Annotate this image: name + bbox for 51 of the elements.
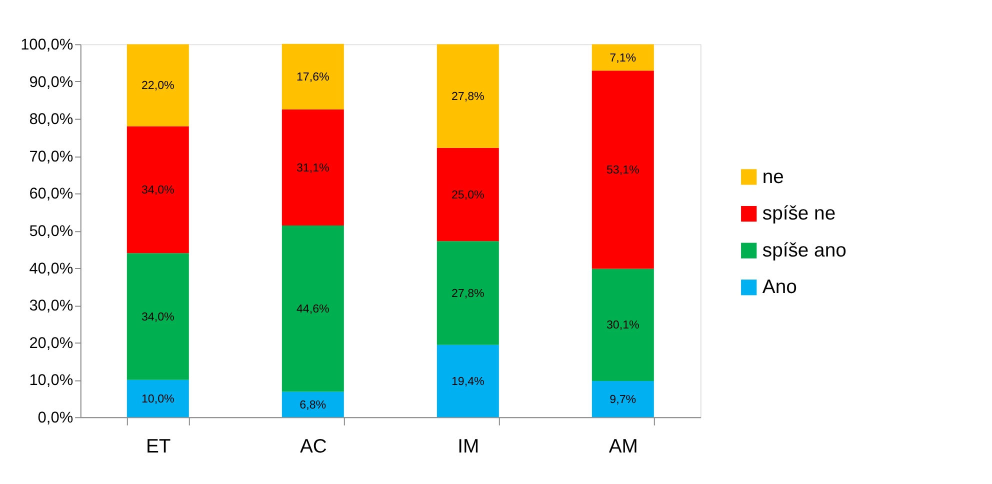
x-tick-label: IM xyxy=(458,436,480,458)
y-tick-label: 20,0% xyxy=(29,334,74,352)
legend-label: ne xyxy=(762,166,784,188)
data-label: 53,1% xyxy=(606,164,640,177)
bar xyxy=(592,268,654,381)
y-tick-label: 10,0% xyxy=(29,372,74,390)
data-label: 10,0% xyxy=(141,392,174,406)
data-label: 17,6% xyxy=(296,70,330,84)
bar xyxy=(126,44,189,126)
data-label: 31,1% xyxy=(296,161,330,174)
bar xyxy=(436,344,499,418)
bar xyxy=(592,70,654,269)
data-label: 19,4% xyxy=(451,374,484,388)
data-label: 34,0% xyxy=(141,310,174,324)
legend-label: spíše ano xyxy=(762,239,846,262)
data-label: 34,0% xyxy=(141,184,174,197)
bar xyxy=(126,126,189,254)
bar xyxy=(126,380,189,418)
y-tick-label: 30,0% xyxy=(29,298,74,315)
bar xyxy=(436,241,499,345)
bar xyxy=(436,148,499,242)
data-label: 7,1% xyxy=(610,51,636,64)
bar xyxy=(282,392,344,418)
x-tick-label: AC xyxy=(300,436,327,458)
legend-label: Ano xyxy=(762,276,797,298)
data-label: 25,0% xyxy=(451,188,484,202)
data-label: 9,7% xyxy=(610,392,636,406)
y-tick-label: 80,0% xyxy=(29,111,74,128)
data-label: 27,8% xyxy=(451,286,484,300)
bar xyxy=(592,44,654,71)
data-label: 30,1% xyxy=(606,318,640,332)
legend-label: spíše ne xyxy=(762,202,836,225)
y-tick-label: 0,0% xyxy=(38,410,74,426)
y-tick-label: 50,0% xyxy=(29,223,74,240)
y-tick-label: 60,0% xyxy=(29,186,74,203)
data-label: 22,0% xyxy=(141,79,174,92)
x-tick-label: AM xyxy=(608,436,638,458)
data-label: 44,6% xyxy=(296,302,330,316)
data-label: 27,8% xyxy=(451,90,484,103)
bar xyxy=(282,44,344,110)
bar xyxy=(436,44,499,148)
bar xyxy=(592,380,654,418)
bar xyxy=(282,225,344,392)
bar xyxy=(282,109,344,226)
bar xyxy=(126,253,189,380)
x-tick-label: ET xyxy=(146,436,171,458)
data-label: 6,8% xyxy=(300,398,326,412)
y-tick-label: 40,0% xyxy=(29,260,74,278)
y-tick-label: 70,0% xyxy=(29,148,74,166)
y-tick-label: 100,0% xyxy=(20,36,74,54)
y-tick-label: 90,0% xyxy=(29,74,74,91)
